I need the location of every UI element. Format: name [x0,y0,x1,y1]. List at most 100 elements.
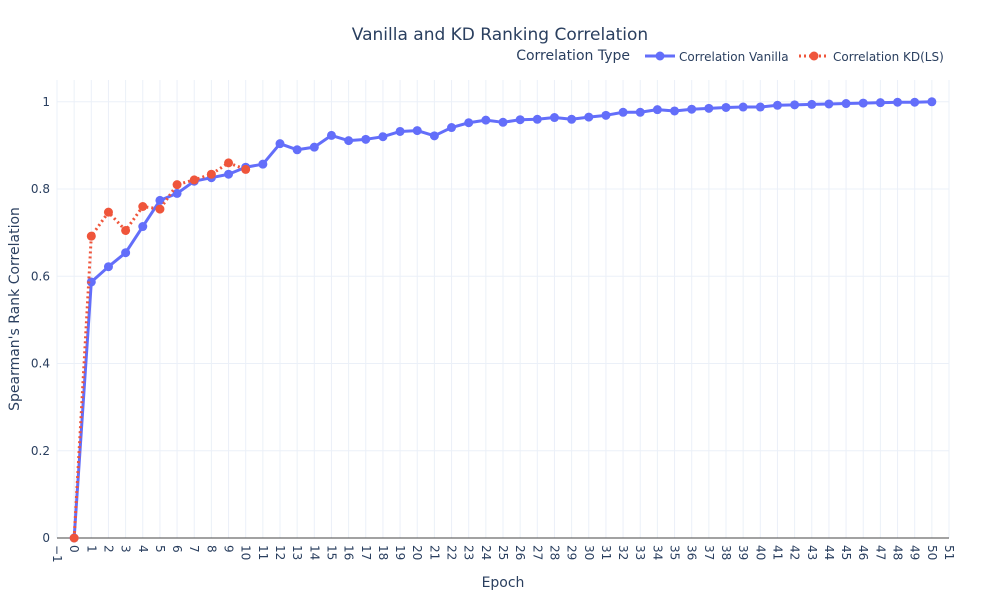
x-tick-label: 18 [376,545,390,560]
x-axis-title: Epoch [482,575,525,591]
x-tick-label: 30 [582,545,596,560]
data-point-vanilla [567,114,577,124]
x-tick-label: 23 [462,545,476,560]
x-tick-label: 9 [222,545,236,553]
x-tick-label: 26 [513,545,527,560]
x-tick-label: 43 [805,545,819,560]
x-tick-label: 4 [136,545,150,553]
x-tick-label: 0 [67,545,81,553]
data-point-kd [103,207,113,217]
data-point-vanilla [790,100,800,110]
x-tick-label: 1 [84,545,98,553]
data-point-vanilla [258,159,268,169]
chart-title: Vanilla and KD Ranking Correlation [352,25,648,45]
x-tick-label: 27 [530,545,544,560]
data-point-vanilla [138,222,148,232]
data-point-vanilla [807,99,817,109]
x-tick-label: 3 [119,545,133,553]
y-tick-label: 0.2 [31,444,50,458]
data-point-vanilla [103,262,113,272]
y-tick-label: 1 [42,95,50,109]
x-tick-label: 33 [633,545,647,560]
data-point-vanilla [172,188,182,198]
data-point-vanilla [549,113,559,123]
x-tick-label: 34 [650,545,664,560]
legend-label-kd: Correlation KD(LS) [833,50,944,64]
data-point-kd [189,175,199,185]
data-point-vanilla [772,100,782,110]
data-point-vanilla [292,145,302,155]
data-point-vanilla [601,110,611,120]
x-tick-label: −1 [50,545,64,563]
x-tick-label: 17 [359,545,373,560]
data-point-vanilla [532,114,542,124]
x-tick-label: 38 [719,545,733,560]
data-point-vanilla [841,99,851,109]
y-gridlines [57,101,949,452]
x-tick-label: 19 [393,545,407,560]
x-tick-label: 42 [788,545,802,560]
x-tick-label: 31 [599,545,613,560]
data-point-vanilla [652,105,662,115]
x-tick-label: 49 [908,545,922,560]
x-tick-label: 44 [822,545,836,560]
data-point-kd [241,164,251,174]
data-point-vanilla [361,134,371,144]
series-layer [69,97,937,543]
y-tick-label: 0 [42,531,50,545]
legend-title: Correlation Type [516,48,630,64]
data-point-vanilla [155,195,165,205]
data-point-vanilla [670,106,680,116]
y-axis-title: Spearman's Rank Correlation [7,207,23,411]
data-point-vanilla [86,277,96,287]
y-tick-label: 0.6 [31,269,50,283]
data-point-vanilla [875,98,885,108]
x-tick-label: 47 [873,545,887,560]
data-point-vanilla [824,99,834,109]
x-tick-label: 2 [101,545,115,553]
x-tick-label: 12 [273,545,287,560]
data-point-vanilla [893,97,903,107]
x-tick-label: 22 [445,545,459,560]
data-point-vanilla [704,103,714,113]
data-point-vanilla [429,131,439,141]
x-tick-label: 5 [153,545,167,553]
data-point-vanilla [481,115,491,125]
x-tick-label: 50 [925,545,939,560]
data-point-vanilla [412,126,422,136]
data-point-kd [69,533,79,543]
x-tick-label: 13 [290,545,304,560]
x-tick-label: 32 [616,545,630,560]
legend-item-vanilla[interactable]: Correlation Vanilla [645,50,789,64]
x-tick-label: 25 [496,545,510,560]
data-point-kd [206,169,216,179]
series-line-kd [72,161,247,539]
legend-swatch-marker-vanilla [655,51,665,61]
x-tick-label: 36 [685,545,699,560]
x-tick-label: 10 [239,545,253,560]
data-point-vanilla [378,132,388,142]
data-point-vanilla [635,107,645,117]
x-tick-label: 16 [342,545,356,560]
y-tick-label: 0.4 [31,357,50,371]
data-point-vanilla [309,142,319,152]
legend-item-kd[interactable]: Correlation KD(LS) [799,50,944,64]
data-point-vanilla [618,107,628,117]
x-tick-label: 14 [307,545,321,560]
x-tick-label: 40 [753,545,767,560]
x-gridlines [56,80,950,538]
data-point-vanilla [738,102,748,112]
x-tick-label: 11 [256,545,270,560]
data-point-vanilla [927,97,937,107]
data-point-vanilla [498,117,508,127]
data-point-vanilla [224,169,234,179]
data-point-vanilla [395,126,405,136]
x-tick-label: 8 [204,545,218,553]
x-tick-label: 37 [702,545,716,560]
legend: Correlation Type Correlation Vanilla Cor… [516,48,944,64]
data-point-kd [121,225,131,235]
data-point-vanilla [858,98,868,108]
y-tick-labels: 0 0.2 0.4 0.6 0.8 1 [31,95,50,545]
data-point-vanilla [344,136,354,146]
